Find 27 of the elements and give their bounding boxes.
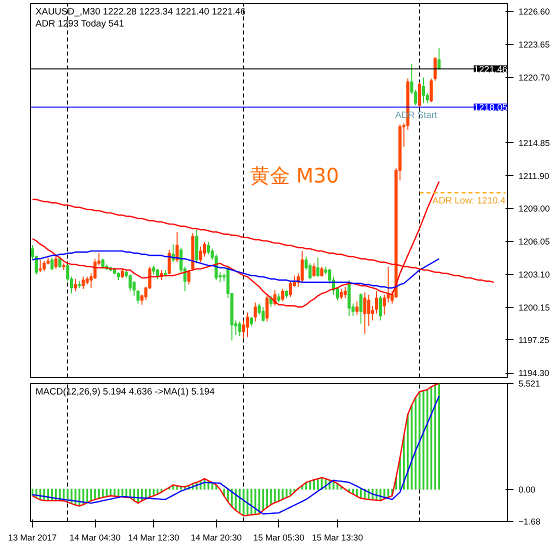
x-tick-label: 14 Mar 04:30 <box>70 532 121 542</box>
annotation: ADR Low: 1210.4 <box>432 196 506 206</box>
ref-line-label: 1221.46 <box>474 64 508 74</box>
chart-title: MACD(12,26,9) 5.194 4.636 ->MA(1) 5.194 <box>36 386 215 396</box>
y-tick-label: 1209.00 <box>518 203 550 214</box>
y-tick-label: 1194.30 <box>518 368 550 378</box>
y-tick-label: 1206.05 <box>518 236 550 246</box>
x-tick-label: 15 Mar 13:30 <box>312 532 364 542</box>
text: ADR 1293 Today 541 <box>36 18 124 28</box>
y-tick-label: 1220.70 <box>518 72 550 82</box>
x-tick-label: 15 Mar 05:30 <box>253 532 304 542</box>
y-tick-label: 1214.85 <box>518 138 550 148</box>
ref-line-label: 1218.05 <box>474 102 508 113</box>
y-tick-label: 5.521 <box>518 378 540 388</box>
y-tick-label: 1223.65 <box>518 39 550 50</box>
y-tick-label: 1203.10 <box>518 269 550 280</box>
x-tick-label: 13 Mar 2017 <box>8 532 57 542</box>
y-tick-label: −1.68 <box>518 516 541 526</box>
y-tick-label: 1200.15 <box>518 302 550 313</box>
x-tick-label: 14 Mar 12:30 <box>128 532 180 542</box>
y-tick-label: 0.00 <box>518 484 536 494</box>
chart-title: XAUUSD_,M30 1222.28 1223.34 1221.40 1221.46 <box>36 6 246 16</box>
y-tick-label: 1226.60 <box>518 6 550 16</box>
annotation: 黄金 M30 <box>250 164 339 188</box>
x-tick-label: 14 Mar 20:30 <box>190 532 242 542</box>
y-tick-label: 1197.25 <box>518 334 550 345</box>
y-tick-label: 1211.90 <box>518 170 550 181</box>
